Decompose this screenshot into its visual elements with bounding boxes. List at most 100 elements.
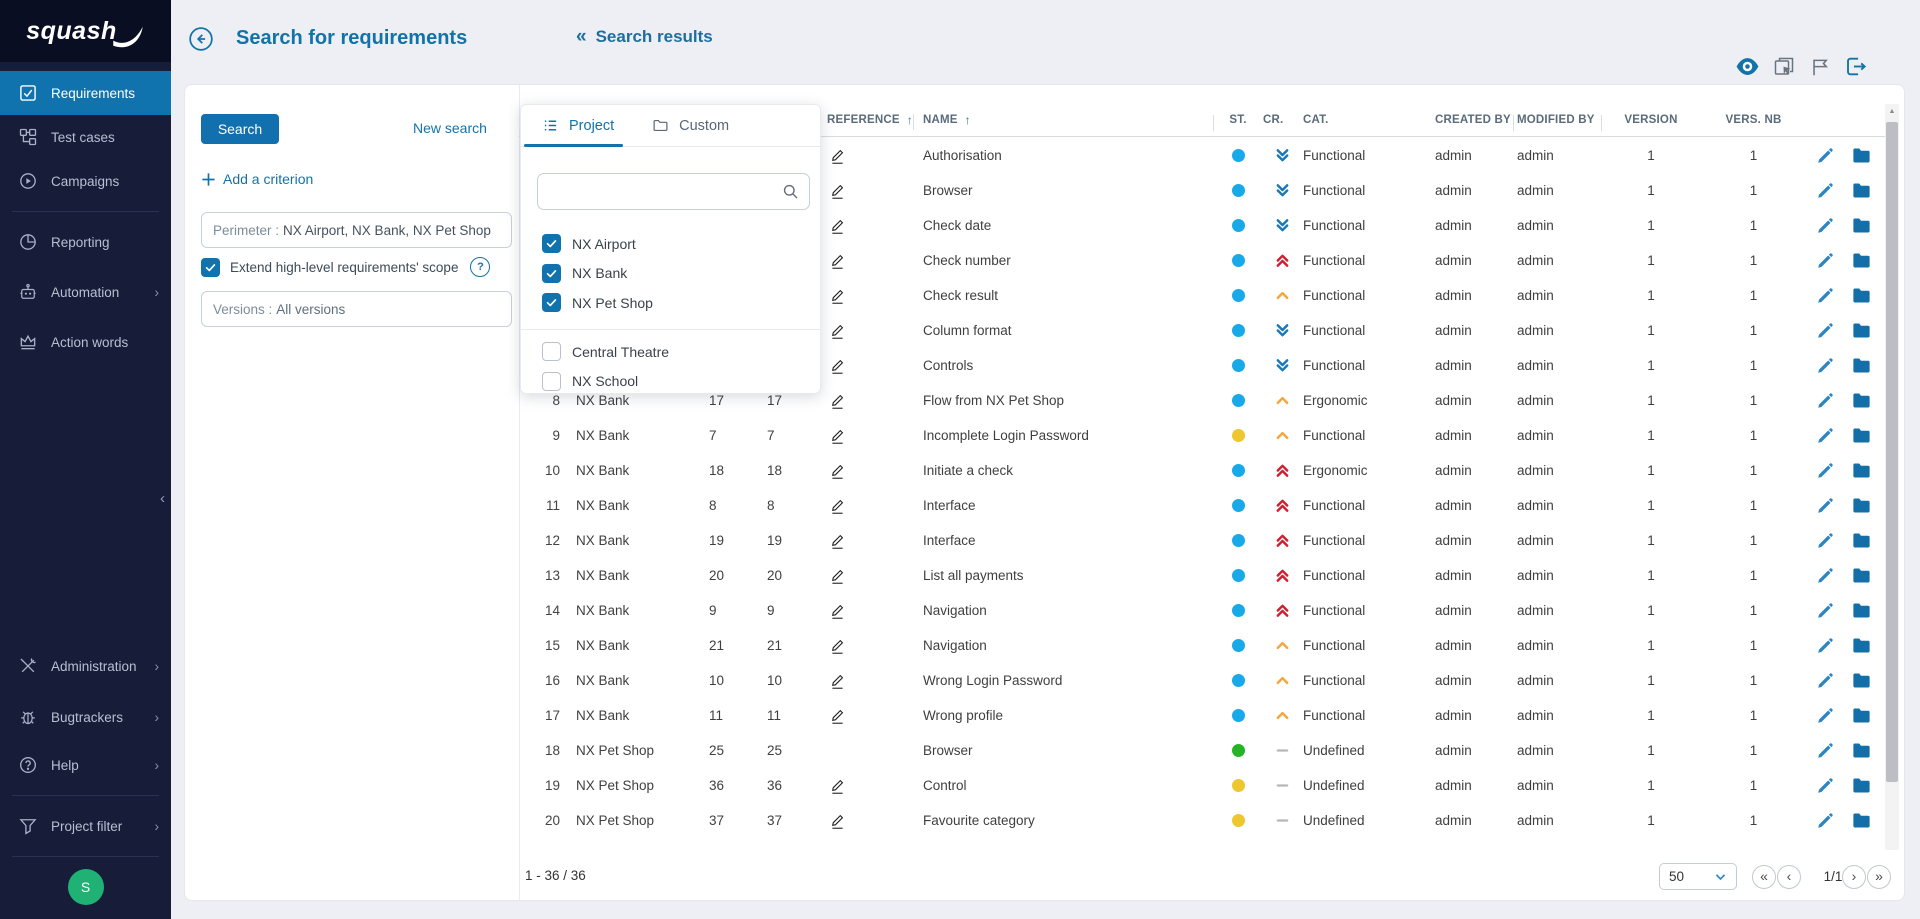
edit-icon[interactable] [1816, 147, 1834, 165]
project-checkbox[interactable] [542, 371, 561, 391]
folder-icon[interactable] [1852, 497, 1871, 514]
pagination-last-button[interactable]: » [1867, 865, 1891, 889]
back-button[interactable] [188, 26, 214, 52]
project-option[interactable]: NX Airport [542, 229, 810, 259]
sidebar-item-bugtrackers[interactable]: Bugtrackers › [0, 695, 171, 739]
cell-name[interactable]: Incomplete Login Password [923, 428, 1089, 443]
table-row[interactable]: 8 NX Bank 17 17 Flow from NX Pet Shop Ergonom… [519, 383, 1885, 418]
export-button[interactable] [1843, 54, 1868, 79]
cell-name[interactable]: Wrong profile [923, 708, 1004, 723]
column-header-name[interactable]: NAME ↑ [913, 113, 1213, 130]
edit-reference-icon[interactable] [829, 812, 846, 830]
sidebar-item-help[interactable]: Help › [0, 743, 171, 787]
project-search-input[interactable] [538, 174, 782, 209]
view-eye-button[interactable] [1735, 54, 1760, 79]
folder-icon[interactable] [1852, 252, 1871, 269]
cell-name[interactable]: Navigation [923, 603, 987, 618]
edit-icon[interactable] [1816, 497, 1834, 515]
folder-icon[interactable] [1852, 287, 1871, 304]
extend-scope-checkbox[interactable] [201, 257, 220, 277]
cell-name[interactable]: Navigation [923, 638, 987, 653]
sidebar-item-test-cases[interactable]: Test cases [0, 115, 171, 159]
edit-reference-icon[interactable] [829, 322, 846, 340]
column-header-reference[interactable]: REFERENCE ↑ [827, 113, 913, 127]
folder-icon[interactable] [1852, 672, 1871, 689]
table-scrollbar[interactable]: ▲ [1885, 104, 1899, 850]
sidebar-item-administration[interactable]: Administration › [0, 644, 171, 688]
edit-reference-icon[interactable] [829, 777, 846, 795]
pagination-prev-button[interactable]: ‹ [1777, 865, 1801, 889]
edit-icon[interactable] [1816, 217, 1834, 235]
cell-name[interactable]: Browser [923, 743, 973, 758]
sidebar-item-campaigns[interactable]: Campaigns [0, 159, 171, 203]
new-search-link[interactable]: New search [413, 120, 487, 136]
cell-name[interactable]: Column format [923, 323, 1012, 338]
column-header-category[interactable]: CAT. [1303, 114, 1329, 126]
folder-icon[interactable] [1852, 602, 1871, 619]
folder-icon[interactable] [1852, 532, 1871, 549]
table-row[interactable]: Check number Functional admin admin 1 1 [519, 243, 1885, 278]
project-option[interactable]: Central Theatre [542, 337, 810, 367]
folder-icon[interactable] [1852, 707, 1871, 724]
cell-name[interactable]: Interface [923, 533, 976, 548]
user-avatar[interactable]: S [67, 869, 104, 905]
page-size-select[interactable]: 50 [1659, 863, 1737, 890]
edit-reference-icon[interactable] [829, 602, 846, 620]
cell-name[interactable]: Check result [923, 288, 999, 303]
tab-custom[interactable]: Custom [652, 117, 729, 134]
copy-selection-button[interactable] [1771, 54, 1796, 79]
search-button[interactable]: Search [201, 114, 279, 144]
cell-name[interactable]: Controls [923, 358, 974, 373]
column-header-version[interactable]: VERSION [1601, 114, 1701, 131]
table-row[interactable]: 15 NX Bank 21 21 Navigation Functional admin ad… [519, 628, 1885, 663]
column-header-modified-by[interactable]: MODIFIED BY [1513, 114, 1601, 131]
flag-button[interactable] [1807, 54, 1832, 79]
edit-reference-icon[interactable] [829, 462, 846, 480]
sidebar-item-automation[interactable]: Automation › [0, 270, 171, 314]
edit-icon[interactable] [1816, 287, 1834, 305]
edit-reference-icon[interactable] [829, 182, 846, 200]
folder-icon[interactable] [1852, 322, 1871, 339]
cell-name[interactable]: Check number [923, 253, 1011, 268]
table-row[interactable]: 17 NX Bank 11 11 Wrong profile Functional admi… [519, 698, 1885, 733]
edit-icon[interactable] [1816, 532, 1834, 550]
edit-reference-icon[interactable] [829, 497, 846, 515]
edit-reference-icon[interactable] [829, 147, 846, 165]
edit-reference-icon[interactable] [829, 252, 846, 270]
table-row[interactable]: Column format Functional admin admin 1 1 [519, 313, 1885, 348]
scrollbar-thumb[interactable] [1886, 122, 1898, 782]
edit-reference-icon[interactable] [829, 672, 846, 690]
scrollbar-up-icon[interactable]: ▲ [1888, 108, 1896, 115]
edit-reference-icon[interactable] [829, 217, 846, 235]
cell-name[interactable]: Initiate a check [923, 463, 1014, 478]
cell-name[interactable]: Authorisation [923, 148, 1002, 163]
edit-icon[interactable] [1816, 812, 1834, 830]
edit-icon[interactable] [1816, 357, 1834, 375]
perimeter-field[interactable]: Perimeter : NX Airport, NX Bank, NX Pet … [201, 212, 512, 248]
project-option[interactable]: NX Pet Shop [542, 288, 810, 318]
folder-icon[interactable] [1852, 777, 1871, 794]
cell-name[interactable]: Check date [923, 218, 992, 233]
tab-project[interactable]: Project [542, 117, 614, 134]
sidebar-item-requirements[interactable]: Requirements [0, 71, 171, 115]
project-option[interactable]: NX Bank [542, 259, 810, 289]
folder-icon[interactable] [1852, 637, 1871, 654]
edit-icon[interactable] [1816, 777, 1834, 795]
edit-icon[interactable] [1816, 182, 1834, 200]
folder-icon[interactable] [1852, 357, 1871, 374]
sidebar-item-reporting[interactable]: Reporting [0, 220, 171, 264]
project-option[interactable]: NX School [542, 367, 810, 397]
edit-icon[interactable] [1816, 637, 1834, 655]
versions-field[interactable]: Versions : All versions [201, 291, 512, 327]
table-row[interactable]: 11 NX Bank 8 8 Interface Functional admin admin… [519, 488, 1885, 523]
edit-reference-icon[interactable] [829, 392, 846, 410]
column-header-created-by[interactable]: CREATED BY [1435, 114, 1511, 126]
edit-icon[interactable] [1816, 567, 1834, 585]
table-row[interactable]: 10 NX Bank 18 18 Initiate a check Ergonomic ad… [519, 453, 1885, 488]
edit-reference-icon[interactable] [829, 357, 846, 375]
project-checkbox[interactable] [542, 263, 561, 283]
edit-icon[interactable] [1816, 602, 1834, 620]
folder-icon[interactable] [1852, 812, 1871, 829]
table-row[interactable]: 12 NX Bank 19 19 Interface Functional admin adm… [519, 523, 1885, 558]
edit-reference-icon[interactable] [829, 287, 846, 305]
